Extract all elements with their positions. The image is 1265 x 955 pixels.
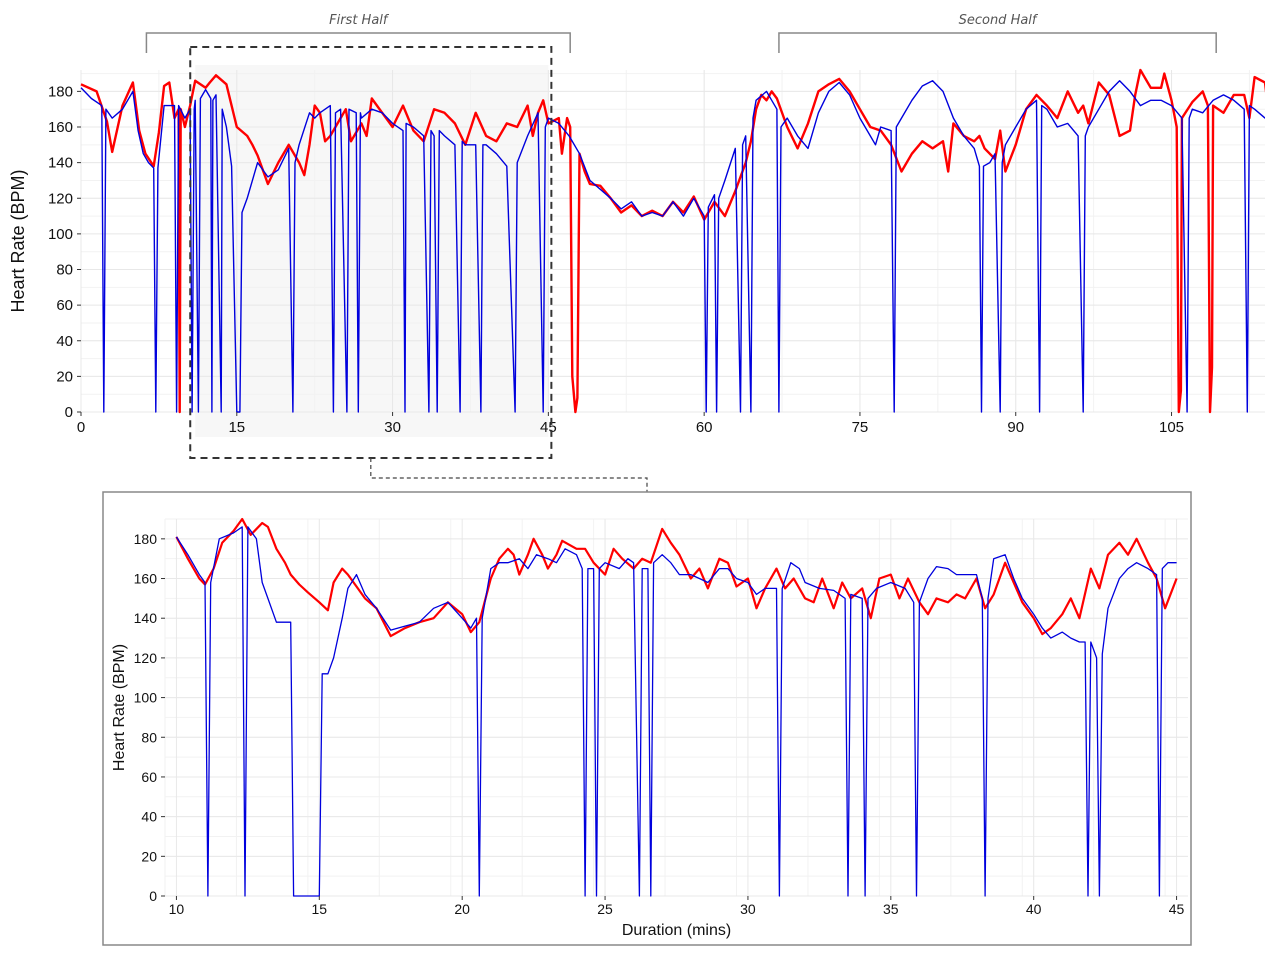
y-tick-label: 180 [134,531,158,547]
x-tick-label: 105 [1159,419,1184,436]
series-line-1 [175,526,1177,897]
y-tick-label: 60 [56,297,73,314]
y-axis-title: Heart Rate (BPM) [8,169,28,312]
x-tick-label: 20 [454,901,470,917]
x-tick-label: 45 [540,419,557,436]
y-tick-label: 120 [48,190,73,207]
y-tick-label: 20 [56,368,73,385]
x-tick-label: 0 [77,419,85,436]
x-tick-label: 60 [696,419,713,436]
half-bracket [778,32,1217,53]
x-tick-label: 25 [597,901,613,917]
x-tick-label: 75 [852,419,869,436]
y-tick-label: 160 [134,571,158,587]
zoom-shade [195,65,549,437]
y-tick-label: 100 [134,690,158,706]
x-tick-label: 45 [1169,901,1185,917]
x-tick-label: 30 [740,901,756,917]
full-match-chart: 0 15 30 45 60 75 90 105 0 20 40 60 80 100 120 140 160 180… [8,13,1265,492]
y-tick-label: 160 [48,119,73,136]
x-tick-label: 15 [228,419,245,436]
x-tick-label: 30 [384,419,401,436]
zoomed-chart: 10 15 20 25 30 35 40 45 0 20 40 60 80 100 120 140 160 180… [102,491,1192,946]
x-tick-label: 15 [312,901,328,917]
y-tick-label: 100 [48,226,73,243]
zoom-connector [370,458,648,492]
y-tick-label: 80 [141,729,157,745]
half-label: Second Half [959,13,1039,28]
y-tick-label: 120 [134,650,158,666]
x-tick-label: 40 [1026,901,1042,917]
x-tick-label: 90 [1007,419,1024,436]
half-bracket [145,32,571,53]
y-tick-label: 0 [65,404,73,421]
series-line-1 [80,80,1265,413]
y-tick-label: 140 [134,610,158,626]
half-label: First Half [329,13,390,28]
series-line-0 [80,68,1265,414]
y-tick-label: 40 [141,809,157,825]
y-tick-label: 60 [141,769,157,785]
x-axis-title: Duration (mins) [622,922,731,939]
y-tick-label: 80 [56,262,73,279]
series-line-0 [175,517,1178,638]
y-tick-label: 140 [48,155,73,172]
y-tick-label: 20 [141,848,157,864]
x-tick-label: 35 [883,901,899,917]
y-tick-label: 0 [149,888,157,904]
y-tick-label: 40 [56,333,73,350]
x-tick-label: 10 [169,901,185,917]
y-tick-label: 180 [48,83,73,100]
y-axis-title: Heart Rate (BPM) [111,644,128,771]
